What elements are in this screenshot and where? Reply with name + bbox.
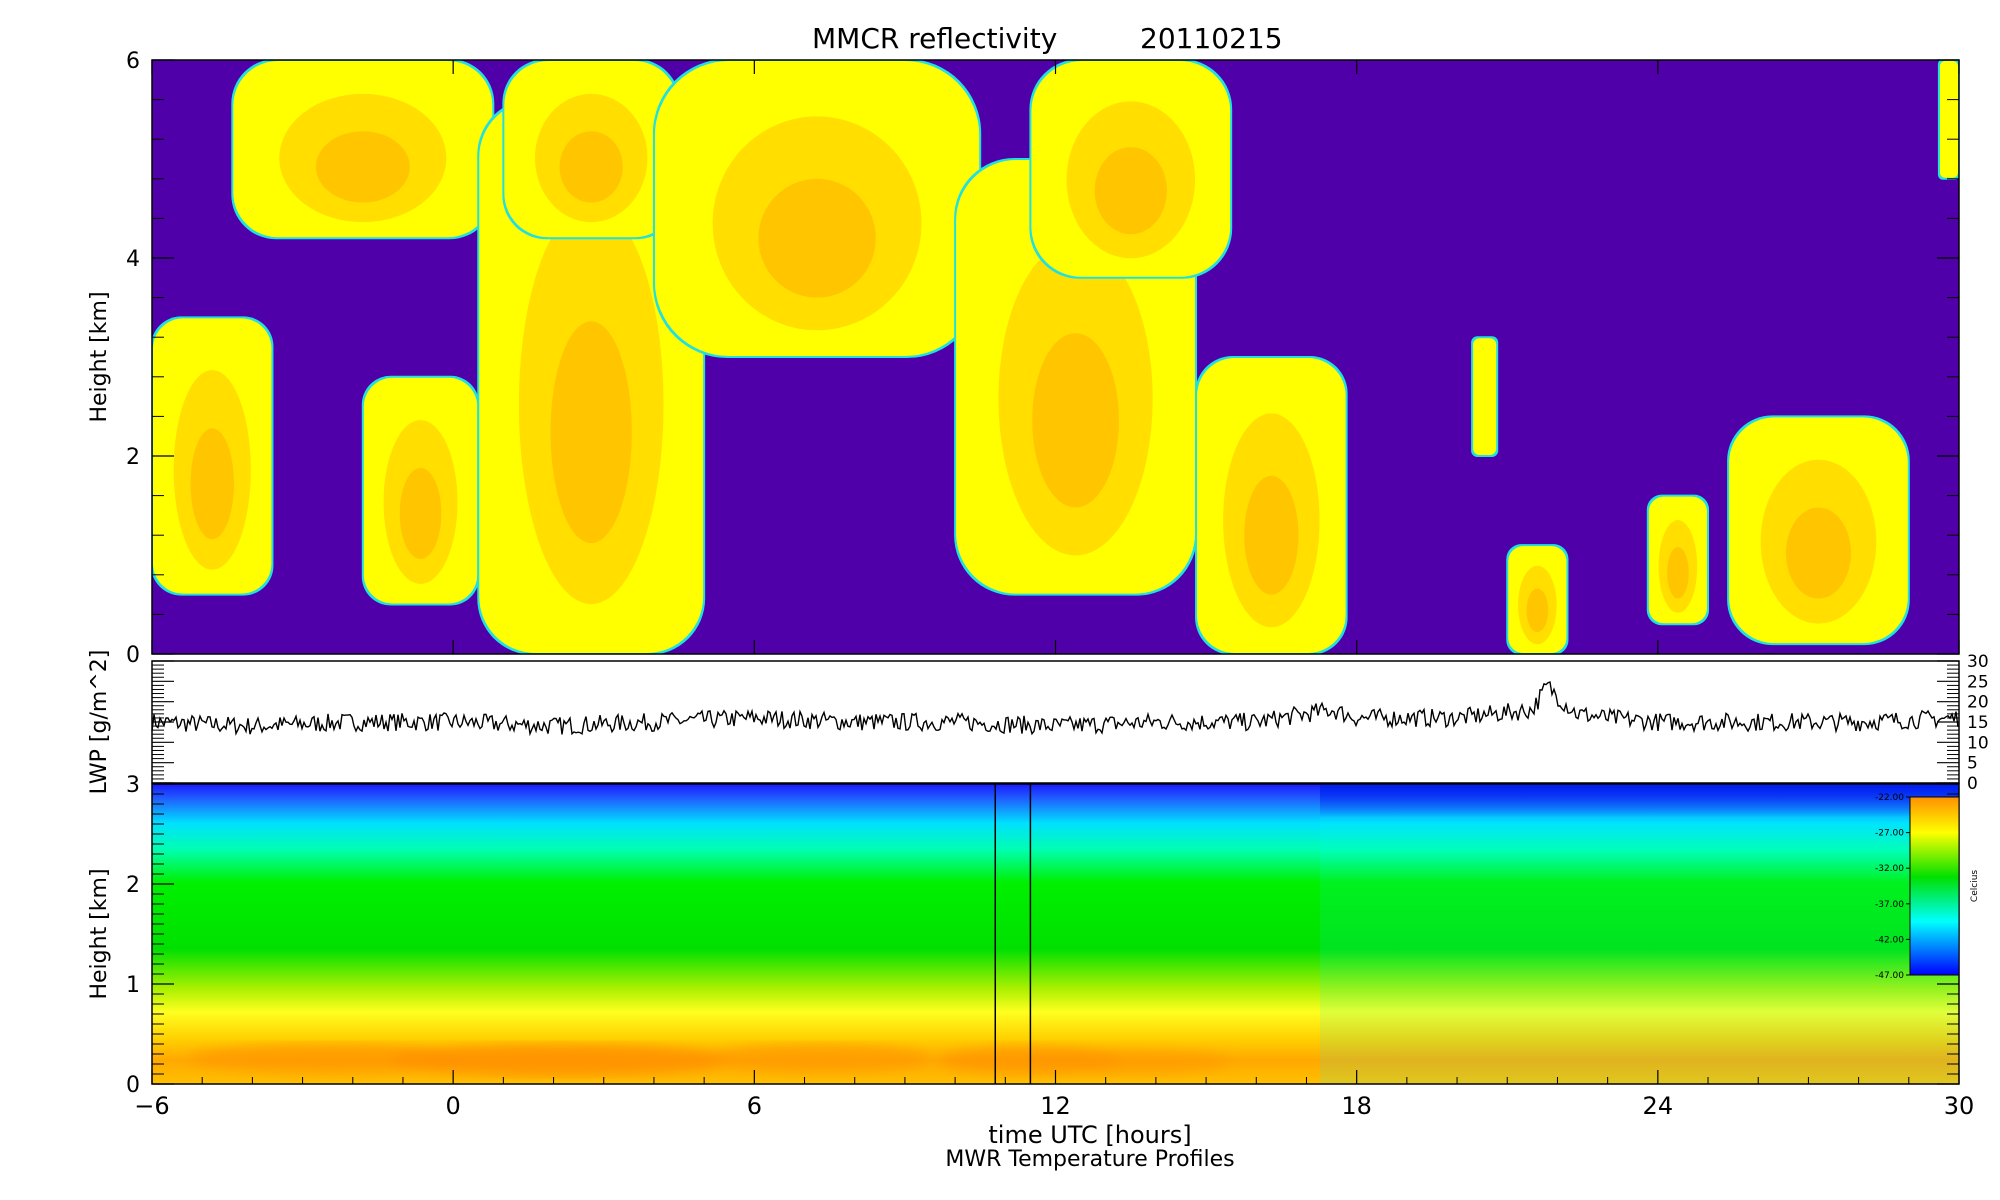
temperature-cool-right [1320,784,1959,1084]
colorbar-tick-label: -27.00 [1875,829,1904,839]
reflectivity-y-ticks: 0 2 4 6 [126,49,1959,668]
lwp-y-axis-label: LWP [g/m^2] [87,650,112,795]
colorbar: -22.00 -27.00 -32.00 -37.00 -42.00 -47.00 Cel… [1875,793,1980,981]
cloud-region-2 [231,60,495,240]
temp-y-tick-label: 3 [126,773,140,798]
refl-y-tick-label: 0 [126,643,140,668]
cloud-region-5 [502,60,681,240]
cloud-region-14 [1937,60,1959,180]
warm-band-3 [710,1044,930,1072]
warm-band-5 [1030,1050,1230,1074]
x-tick-label: 12 [1040,1092,1071,1120]
x-tick-label: 18 [1341,1092,1372,1120]
colorbar-tick-label: -22.00 [1875,793,1904,803]
temperature-subtitle: MWR Temperature Profiles [945,1147,1234,1172]
cloud-region-11 [1506,544,1569,654]
reflectivity-clouds [152,60,1959,654]
cloud-region-10 [1471,336,1499,457]
temperature-field [152,784,1959,1084]
cloud-region-9 [1195,356,1348,654]
cloud-region-8 [1029,60,1233,279]
lwp-frame [151,660,1960,784]
colorbar-label: Celcius [1970,870,1980,902]
warm-band-2 [390,1044,730,1076]
lwp-plot-area [152,661,1959,783]
temp-y-tick-label: 0 [126,1073,140,1098]
temperature-y-axis-label: Height [km] [87,868,112,999]
lwp-tick-label: 20 [1967,693,1989,713]
colorbar-tick-label: -32.00 [1875,864,1904,874]
refl-y-tick-label: 2 [126,445,140,470]
lwp-series-line [151,681,1959,737]
cloud-region-12 [1646,494,1710,626]
refl-y-tick-label: 4 [126,247,140,272]
chart-title: MMCR reflectivity [812,22,1057,55]
colorbar-ticks: -22.00 -27.00 -32.00 -37.00 -42.00 -47.00 [1875,793,1910,981]
cloud-region-6 [652,60,982,358]
x-tick-label: 6 [747,1092,762,1120]
lwp-tick-label: 15 [1967,713,1989,733]
refl-y-tick-label: 6 [126,49,140,74]
colorbar-tick-label: -37.00 [1875,900,1904,910]
reflectivity-y-axis-label: Height [km] [87,291,112,422]
lwp-tick-label: 10 [1967,733,1989,753]
chart-date: 20110215 [1140,22,1283,55]
cloud-region-1 [152,316,274,596]
reflectivity-panel: 0 2 4 6 Height [km] [87,49,1960,668]
x-tick-label: −6 [134,1092,169,1120]
x-axis-label: time UTC [hours] [988,1121,1191,1149]
colorbar-bar [1909,796,1960,976]
lwp-tick-label: 0 [1967,774,1978,794]
x-axis-ticks: −6 0 6 12 18 24 30 [134,60,1974,1120]
cloud-region-3 [361,375,480,606]
cloud-region-13 [1727,415,1910,646]
colorbar-tick-label: -42.00 [1875,935,1904,945]
lwp-tick-label: 25 [1967,672,1989,692]
x-tick-label: 0 [446,1092,461,1120]
x-tick-label: 30 [1944,1092,1975,1120]
temp-y-tick-label: 2 [126,873,140,898]
lwp-tick-label: 5 [1967,754,1978,774]
colorbar-tick-label: -47.00 [1875,971,1904,981]
temperature-cold-top [1320,784,1959,818]
temp-y-tick-label: 1 [126,973,140,998]
x-tick-label: 24 [1643,1092,1674,1120]
lwp-tick-label: 30 [1967,652,1989,672]
